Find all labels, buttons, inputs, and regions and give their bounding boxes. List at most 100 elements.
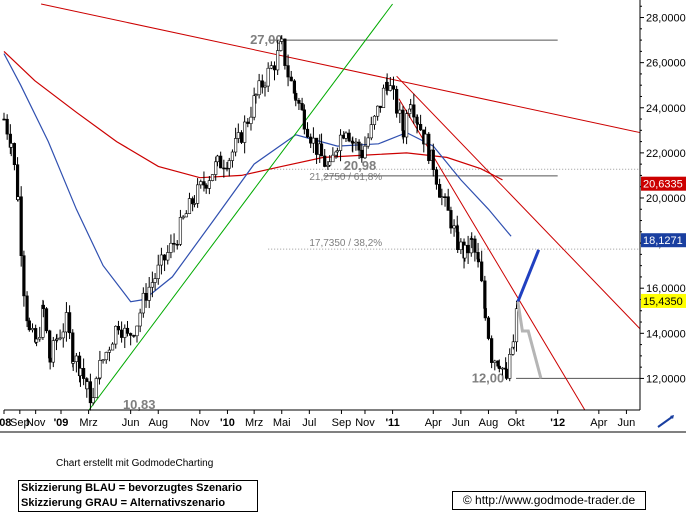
- candle-body: [196, 184, 200, 204]
- candle-body: [497, 365, 501, 369]
- candle-body: [404, 113, 409, 138]
- candle-body: [16, 196, 20, 200]
- candle-body: [294, 92, 298, 101]
- x-tick-label: '10: [220, 417, 235, 429]
- x-tick-label: Apr: [590, 417, 607, 429]
- candle-body: [38, 337, 42, 340]
- x-tick-label: Mrz: [79, 417, 97, 429]
- candle-body: [463, 244, 467, 259]
- candle-body: [175, 243, 179, 246]
- candle-body: [470, 238, 474, 240]
- candle-body: [227, 160, 231, 169]
- candle-body: [107, 349, 111, 353]
- candle-body: [438, 184, 442, 198]
- x-tick-label: Jun: [452, 417, 470, 429]
- price-tags: 20,6335 18,1271 15,4350: [641, 176, 686, 308]
- candle-body: [260, 80, 264, 88]
- candle-body: [286, 65, 290, 78]
- candle-body: [64, 312, 69, 333]
- candle-body: [323, 155, 327, 167]
- candle-body: [162, 254, 167, 261]
- price-tag-box: [641, 176, 686, 191]
- candle-body: [120, 329, 124, 338]
- candle-body: [415, 122, 420, 125]
- candle-body: [452, 225, 456, 229]
- candle-body: [372, 115, 377, 125]
- x-tick-label: Nov: [190, 417, 210, 429]
- price-tag-label: 15,4350: [643, 296, 683, 308]
- candle-body: [138, 312, 142, 327]
- candle-body: [207, 180, 211, 189]
- candle-body: [88, 381, 92, 404]
- x-tick-label: Aug: [479, 417, 499, 429]
- candle-body: [473, 238, 477, 253]
- candle-body: [347, 132, 351, 142]
- candle-body: [466, 244, 470, 254]
- candle-body: [381, 87, 386, 108]
- candle-body: [169, 242, 173, 253]
- candle-body: [141, 292, 145, 314]
- drawing-tool-icon[interactable]: [652, 413, 680, 431]
- candle-body: [202, 181, 206, 186]
- candle-body: [234, 138, 238, 153]
- candle-body: [326, 164, 330, 167]
- candle-body: [331, 154, 335, 163]
- scenario-blue-line: [516, 249, 541, 303]
- x-tick-label: Jul: [302, 417, 316, 429]
- candle-body: [78, 368, 83, 377]
- candle-body: [19, 196, 23, 256]
- candle-body: [419, 124, 423, 131]
- x-tick-label: '11: [385, 417, 399, 429]
- candle-body: [199, 181, 203, 186]
- candle-body: [456, 231, 460, 250]
- candle-body: [101, 359, 105, 362]
- candle-body: [504, 368, 509, 379]
- candle-body: [283, 38, 287, 66]
- scenarios: [516, 249, 543, 379]
- y-tick-label: 26,0000: [646, 58, 686, 70]
- price-level-label: 12,00: [472, 370, 505, 385]
- y-tick-label: 16,0000: [646, 283, 686, 295]
- y-tick-label: 12,0000: [646, 373, 686, 385]
- candle-body: [388, 85, 392, 91]
- candle-body: [12, 143, 17, 166]
- price-levels: 27,00 21,2750 / 61,8%20,98 17,7350 / 38,2%…: [123, 32, 640, 412]
- candle-body: [239, 132, 244, 143]
- candle-body: [159, 254, 164, 266]
- trendline: [396, 75, 641, 330]
- candle-body: [204, 184, 208, 189]
- candle-body: [269, 65, 273, 69]
- source-url[interactable]: © http://www.godmode-trader.de: [452, 491, 646, 510]
- x-tick-label: Okt: [507, 417, 524, 429]
- candle-body: [129, 333, 133, 336]
- y-tick-label: 20,0000: [646, 193, 686, 205]
- y-tick-label: 28,0000: [646, 13, 686, 25]
- candle-body: [178, 217, 183, 245]
- candle-body: [391, 85, 396, 90]
- candle-body: [376, 105, 380, 117]
- moving-average-line: [3, 50, 503, 181]
- candle-body: [110, 343, 115, 351]
- candle-body: [41, 304, 45, 309]
- y-tick-label: 14,0000: [646, 328, 686, 340]
- price-tag-box: [641, 293, 686, 308]
- candle-body: [181, 216, 185, 219]
- candle-body: [401, 130, 406, 138]
- candle-body: [2, 118, 6, 121]
- candle-body: [114, 325, 118, 345]
- candle-body: [434, 169, 439, 185]
- candle-body: [135, 325, 139, 337]
- candle-body: [385, 81, 389, 91]
- candle-body: [490, 338, 494, 363]
- candle-body: [309, 136, 313, 144]
- x-tick-label: Nov: [26, 417, 46, 429]
- price-level-label: 20,98: [344, 158, 377, 173]
- candle-body: [476, 258, 481, 263]
- candle-body: [280, 38, 284, 42]
- legend-blue: Skizzierung BLAU = bevorzugtes Szenario: [21, 482, 242, 494]
- candle-body: [266, 67, 270, 87]
- candle-body: [300, 103, 304, 111]
- candle-body: [366, 137, 370, 147]
- candle-body: [22, 255, 26, 297]
